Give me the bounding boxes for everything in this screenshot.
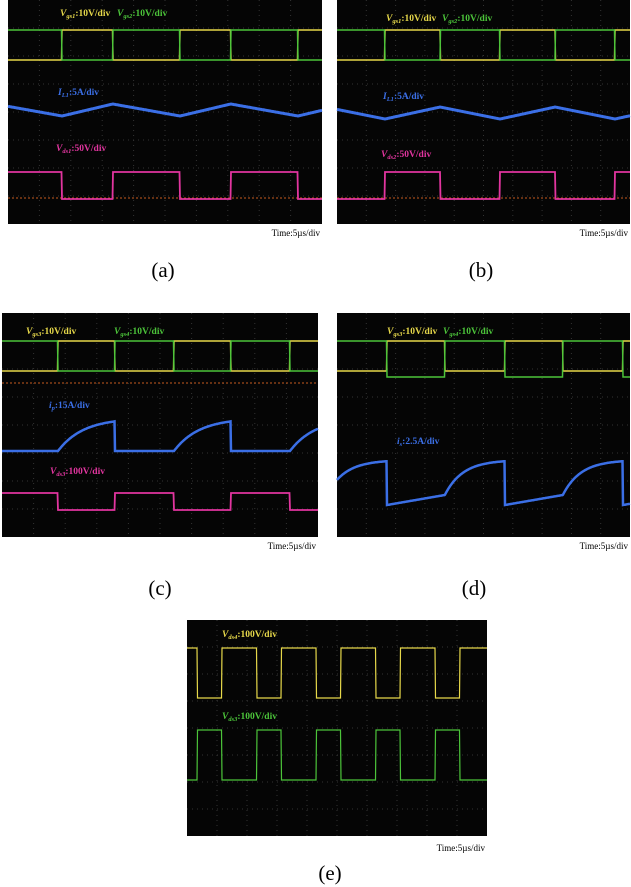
channel-subscript: L1 — [386, 96, 394, 103]
channel-scale: :10V/div — [457, 14, 492, 24]
channel-scale: :50V/div — [396, 150, 431, 160]
channel-scale: :10V/div — [75, 9, 110, 19]
channel-scale: :10V/div — [458, 327, 493, 337]
panel-caption: (e) — [318, 861, 341, 885]
channel-label: is:2.5A/div — [397, 437, 440, 448]
time-scale: Time:5µs/div — [580, 541, 629, 551]
channel-scale: :5A/div — [69, 88, 99, 98]
time-scale: Time:5µs/div — [268, 541, 317, 551]
channel-scale: :5A/div — [394, 92, 424, 102]
time-scale: Time:5µs/div — [272, 228, 321, 238]
channel-subscript: L1 — [61, 92, 69, 99]
channel-subscript: gs1 — [391, 18, 401, 25]
figure: Vgs1:10V/divVgs2:10V/divIL1:5A/divVds1:5… — [0, 0, 631, 887]
channel-scale: :10V/div — [132, 9, 167, 19]
channel-scale: :100V/div — [65, 467, 105, 477]
channel-subscript: gs1 — [65, 13, 75, 20]
panel-caption: (c) — [148, 576, 171, 600]
channel-scale: :10V/div — [129, 327, 164, 337]
channel-scale: :100V/div — [237, 712, 277, 722]
channel-scale: :10V/div — [402, 327, 437, 337]
channel-scale: :2.5A/div — [402, 437, 439, 447]
channel-scale: :10V/div — [401, 14, 436, 24]
channel-scale: :50V/div — [71, 144, 106, 154]
channel-scale: :10V/div — [41, 327, 76, 337]
panel-caption: (b) — [469, 258, 494, 282]
channel-scale: :100V/div — [237, 630, 277, 640]
channel-scale: :15A/div — [55, 401, 90, 411]
time-scale: Time:5µs/div — [580, 228, 629, 238]
channel-subscript: ds1 — [62, 148, 71, 155]
channel-label: ip:15A/div — [49, 401, 90, 412]
panel-caption: (a) — [151, 258, 174, 282]
time-scale: Time:5µs/div — [437, 843, 486, 853]
panel-caption: (d) — [462, 576, 487, 600]
